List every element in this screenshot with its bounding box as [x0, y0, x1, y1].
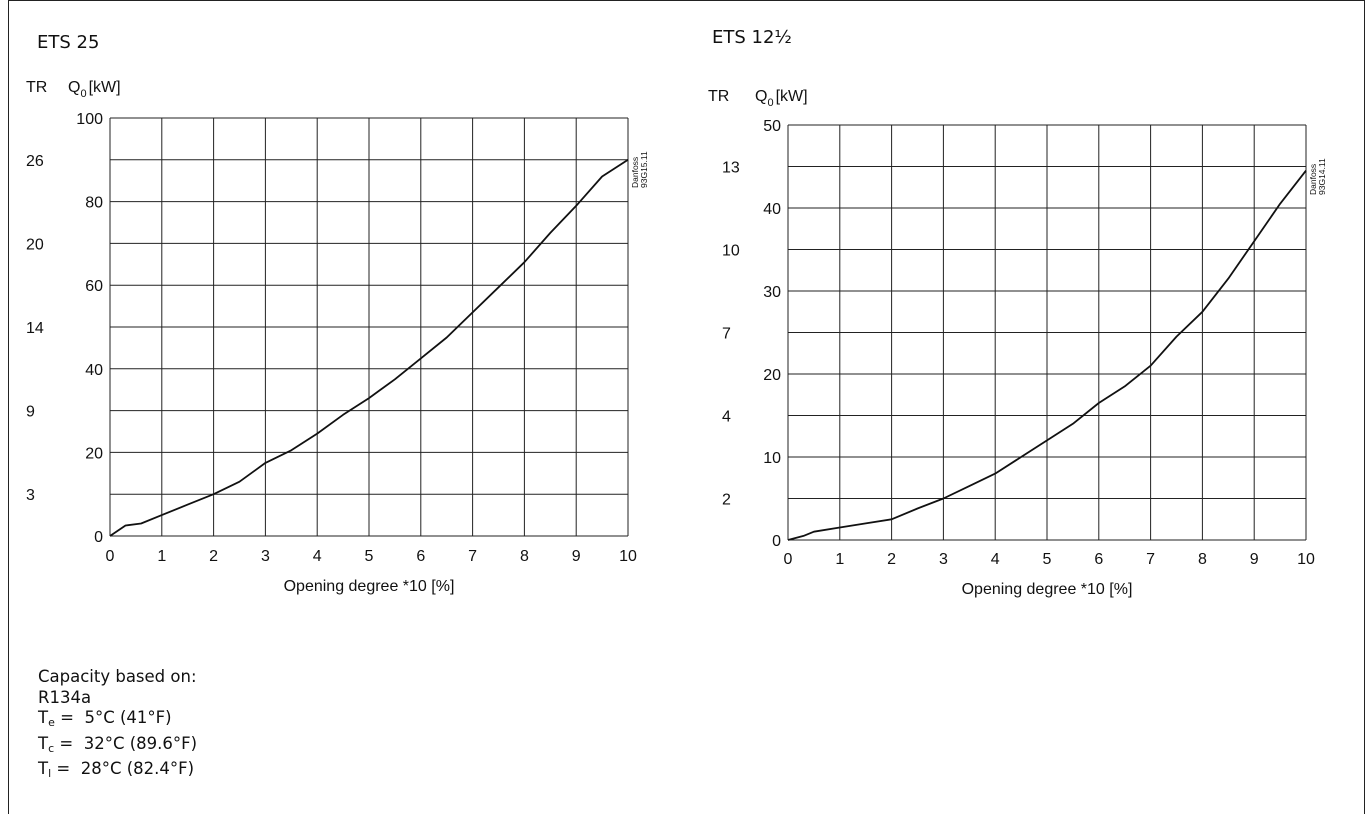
- y-tick-label: 0: [94, 529, 103, 546]
- y-axis-label: Q0 [kW]: [755, 88, 808, 109]
- tr-tick-label: 7: [722, 326, 731, 343]
- x-tick-label: 6: [416, 548, 425, 565]
- x-tick-label: 5: [365, 548, 374, 565]
- x-tick-label: 4: [313, 548, 322, 565]
- x-tick-label: 9: [1250, 551, 1259, 568]
- x-axis-label: Opening degree *10 [%]: [962, 581, 1133, 598]
- x-tick-label: 3: [939, 551, 948, 568]
- tr-tick-label: 3: [26, 487, 35, 504]
- condition-value: = 28°C (82.4°F): [56, 759, 195, 778]
- y-tick-label: 40: [85, 362, 103, 379]
- capacity-notes: Capacity based on: R134a Te = 5°C (41°F)…: [38, 667, 197, 785]
- notes-condition-te: Te = 5°C (41°F): [38, 708, 197, 734]
- x-tick-label: 6: [1094, 551, 1103, 568]
- x-tick-label: 2: [887, 551, 896, 568]
- tr-tick-label: 9: [26, 404, 35, 421]
- condition-value: = 5°C (41°F): [60, 708, 172, 727]
- notes-condition-tc: Tc = 32°C (89.6°F): [38, 734, 197, 760]
- condition-value: = 32°C (89.6°F): [59, 733, 198, 753]
- notes-refrigerant: R134a: [38, 687, 92, 707]
- x-tick-label: 2: [209, 548, 218, 565]
- x-tick-label: 1: [835, 551, 844, 568]
- x-tick-label: 3: [261, 548, 270, 565]
- x-tick-label: 10: [619, 548, 637, 565]
- watermark-line: Danfoss: [630, 157, 640, 188]
- y-tick-label: 0: [772, 533, 781, 550]
- x-tick-label: 1: [157, 548, 166, 565]
- tr-tick-label: 26: [26, 153, 44, 170]
- chart-title-ets12: ETS 12½: [712, 27, 792, 48]
- condition-symbol: T: [38, 708, 49, 727]
- x-tick-label: 10: [1297, 551, 1315, 568]
- tr-tick-label: 4: [722, 409, 731, 426]
- x-tick-label: 7: [468, 548, 477, 565]
- y-tick-label: 20: [85, 445, 103, 462]
- x-tick-label: 0: [784, 551, 793, 568]
- tr-axis-label: TR: [708, 88, 729, 105]
- x-tick-label: 0: [106, 548, 115, 565]
- x-tick-label: 5: [1043, 551, 1052, 568]
- watermark-line: Danfoss: [1308, 164, 1318, 195]
- condition-subscript: c: [48, 741, 55, 755]
- chart-title-ets25: ETS 25: [37, 32, 100, 53]
- condition-subscript: e: [48, 716, 55, 729]
- notes-heading: Capacity based on:: [38, 667, 197, 686]
- tr-tick-label: 2: [722, 492, 731, 509]
- y-tick-label: 30: [763, 284, 781, 301]
- y-tick-label: 80: [85, 195, 103, 212]
- tr-axis-label: TR: [26, 79, 47, 96]
- y-tick-label: 40: [763, 201, 781, 218]
- condition-symbol: T: [38, 759, 49, 778]
- x-tick-label: 8: [520, 548, 529, 565]
- watermark-line: 93G15.11: [639, 151, 649, 188]
- y-tick-label: 10: [763, 450, 781, 467]
- x-tick-label: 7: [1146, 551, 1155, 568]
- condition-subscript: l: [48, 767, 52, 780]
- notes-condition-tl: Tl = 28°C (82.4°F): [38, 759, 197, 785]
- x-tick-label: 8: [1198, 551, 1207, 568]
- tr-tick-label: 13: [722, 160, 740, 177]
- watermark: Danfoss 93G14.11: [1308, 158, 1327, 195]
- tr-tick-label: 14: [26, 320, 44, 337]
- y-tick-label: 100: [76, 111, 103, 128]
- x-tick-label: 9: [572, 548, 581, 565]
- series-line: [787, 170, 1307, 541]
- y-tick-label: 20: [763, 367, 781, 384]
- watermark-line: 93G14.11: [1317, 158, 1327, 195]
- watermark: Danfoss 93G15.11: [630, 151, 649, 188]
- x-tick-label: 4: [991, 551, 1000, 568]
- tr-tick-label: 10: [722, 243, 740, 260]
- y-axis-label: Q0 [kW]: [68, 79, 121, 100]
- y-tick-label: 60: [85, 278, 103, 295]
- condition-symbol: T: [38, 733, 49, 753]
- y-tick-label: 50: [763, 118, 781, 135]
- tr-tick-label: 20: [26, 236, 44, 253]
- x-axis-label: Opening degree *10 [%]: [284, 578, 455, 595]
- series-line: [109, 159, 629, 537]
